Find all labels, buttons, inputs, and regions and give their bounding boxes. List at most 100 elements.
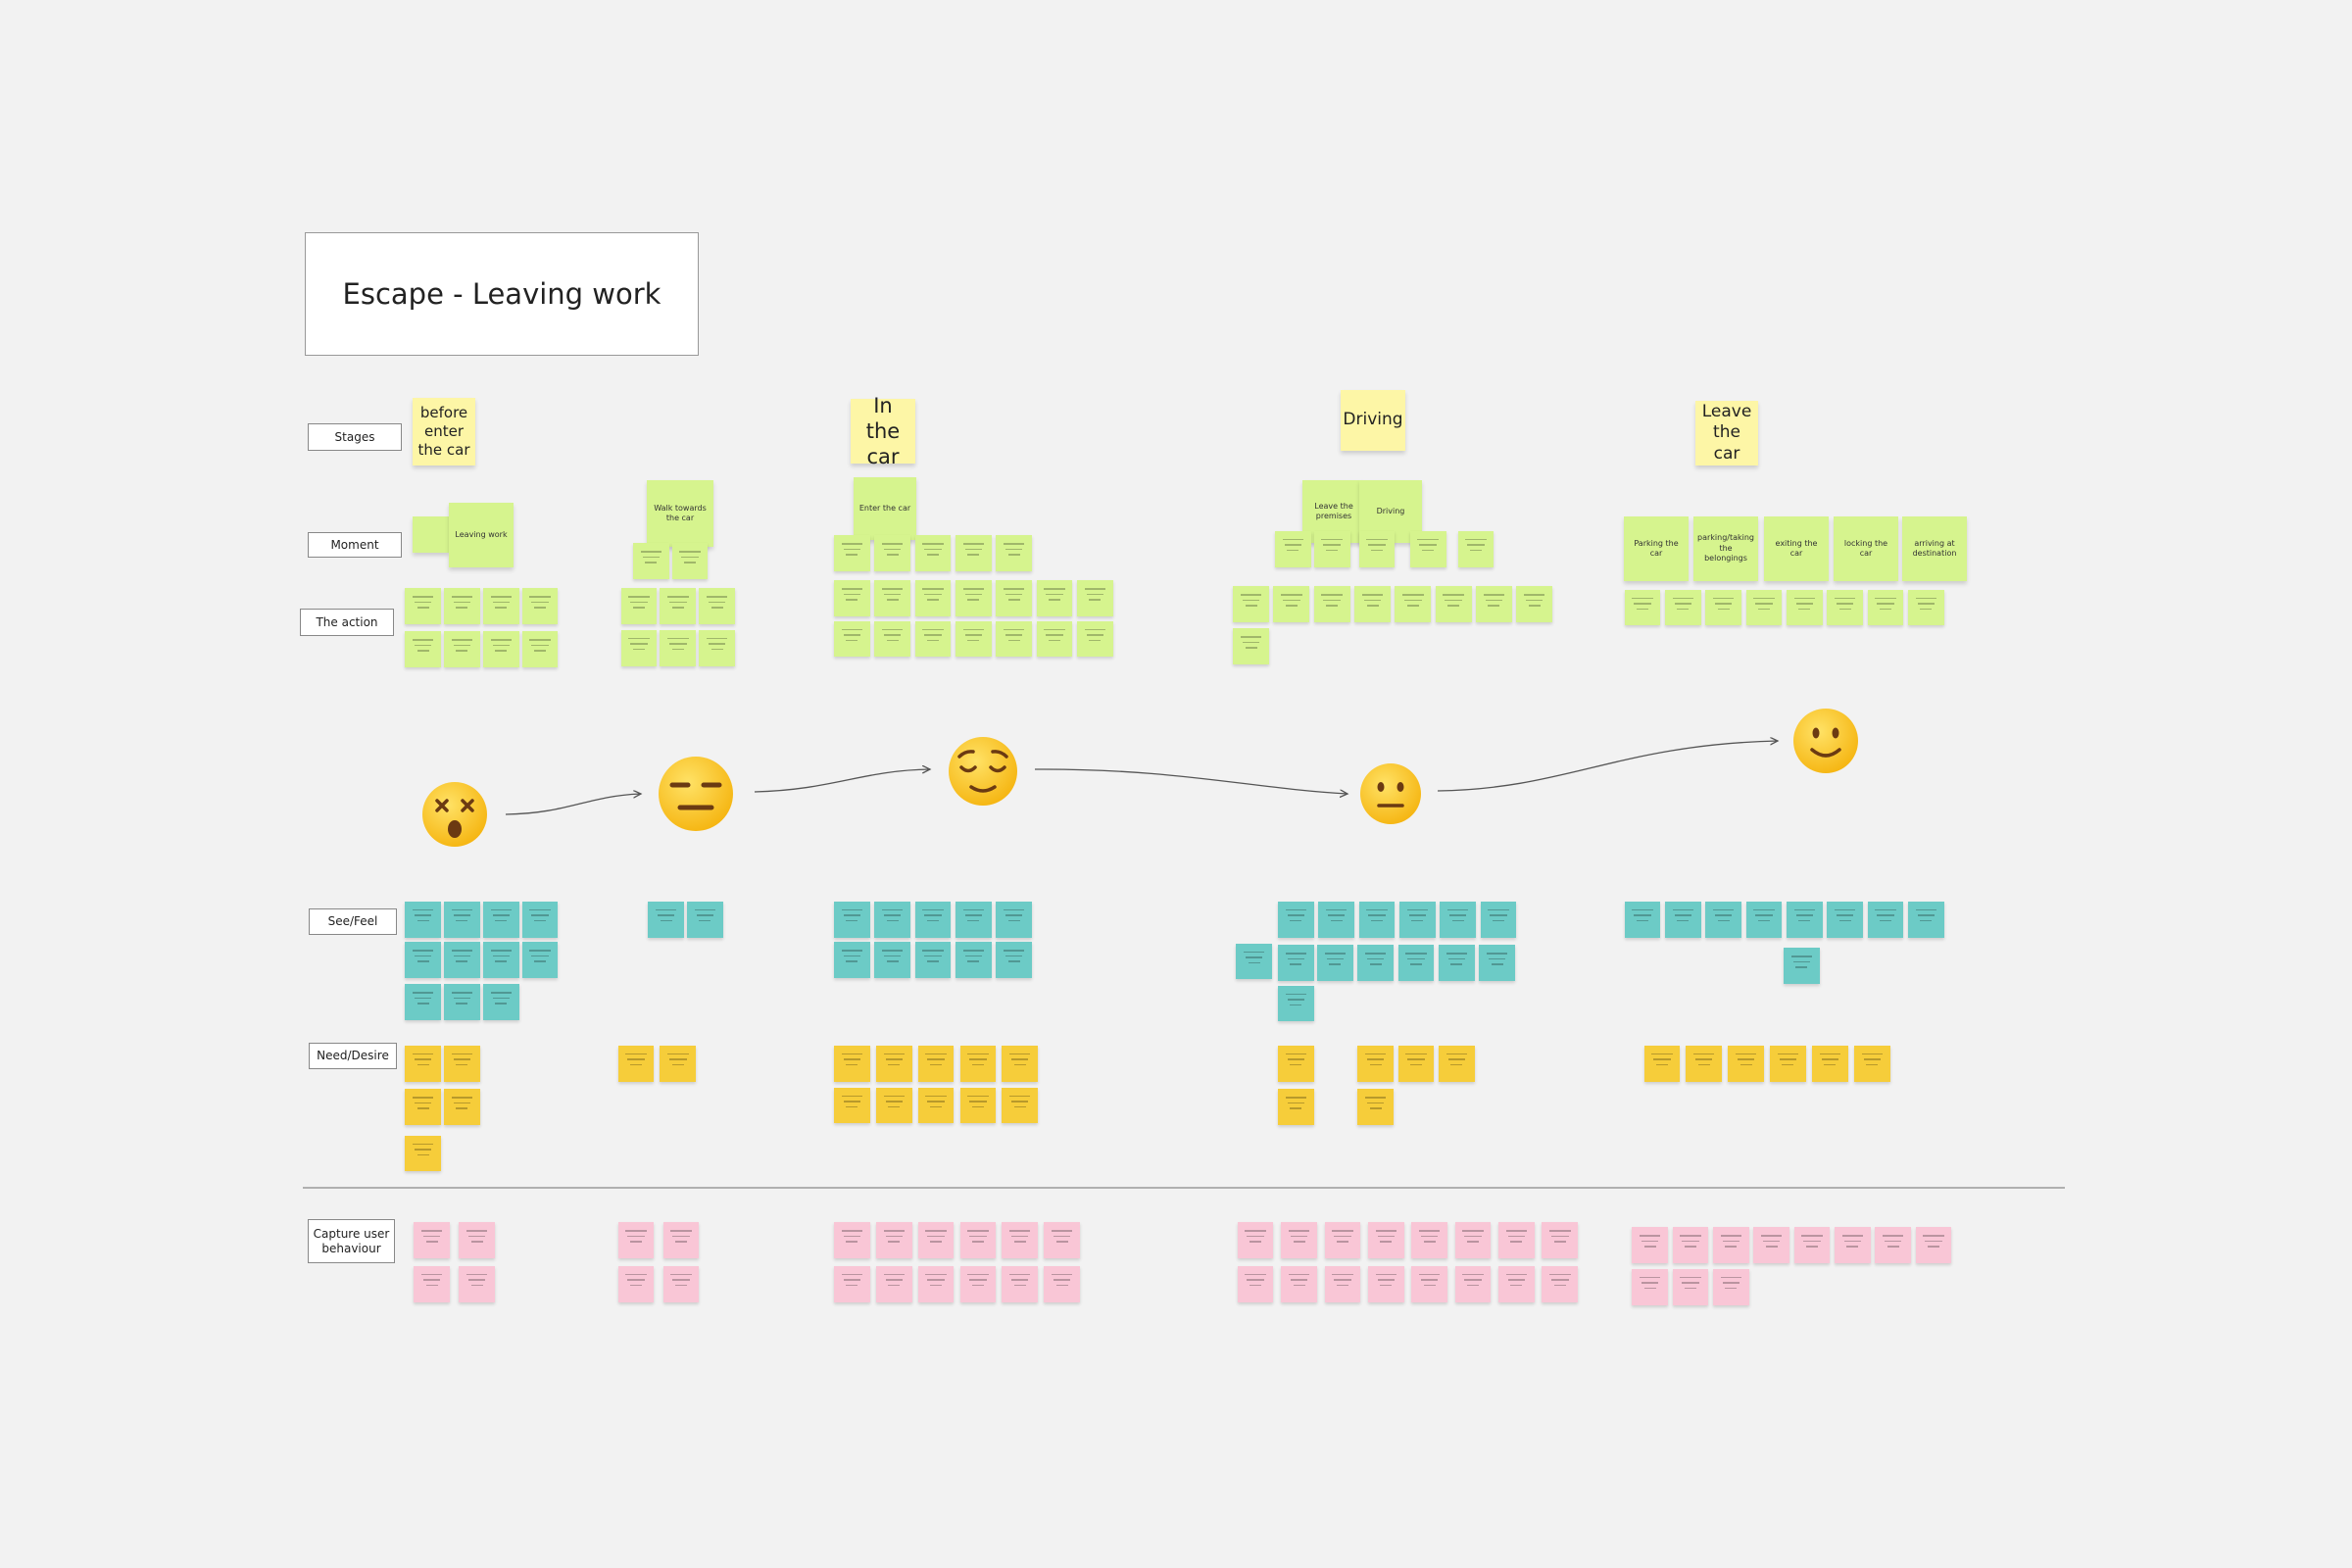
sticky-note xyxy=(1712,1268,1749,1305)
moment-sticky: parking/taking the belongings xyxy=(1693,516,1758,581)
sticky-note xyxy=(521,631,559,668)
sticky-note xyxy=(1237,1265,1274,1302)
sticky-note xyxy=(1411,1265,1448,1302)
sticky-note xyxy=(834,620,870,658)
sticky-note xyxy=(875,1222,912,1259)
sticky-note xyxy=(1643,1045,1681,1082)
sticky-note xyxy=(1827,901,1864,938)
sticky-note xyxy=(1664,901,1701,938)
sticky-note xyxy=(914,580,952,617)
sticky-note xyxy=(660,629,697,666)
connector xyxy=(754,769,930,793)
sticky-note xyxy=(834,1045,870,1082)
sticky-note xyxy=(1233,586,1269,623)
sticky-note xyxy=(414,1222,451,1259)
row-label: Moment xyxy=(308,532,402,558)
sticky-note xyxy=(1316,945,1353,982)
sticky-note xyxy=(1076,620,1113,658)
sticky-note xyxy=(1705,901,1742,938)
sticky-note xyxy=(917,1222,955,1259)
row-label: Need/Desire xyxy=(309,1043,397,1069)
moment-sticky: Walk towards the car xyxy=(647,480,713,547)
sticky-note xyxy=(1354,586,1391,623)
sticky-note xyxy=(1664,589,1701,626)
sticky-note xyxy=(1399,901,1436,938)
sticky-note xyxy=(996,620,1033,658)
sticky-note xyxy=(1237,1222,1274,1259)
sticky-note xyxy=(1233,628,1269,665)
sticky-note xyxy=(1783,948,1820,985)
row-label: See/Feel xyxy=(309,908,397,935)
emoji-neutral xyxy=(1360,763,1421,824)
moment-sticky: arriving at destination xyxy=(1902,516,1967,581)
sticky-note xyxy=(1827,589,1864,626)
sticky-note xyxy=(1275,530,1311,567)
sticky-note xyxy=(1313,530,1350,567)
sticky-note xyxy=(1753,1227,1790,1263)
sticky-note xyxy=(917,1087,955,1124)
sticky-note xyxy=(1867,901,1904,938)
sticky-note xyxy=(834,1265,870,1302)
sticky-note xyxy=(405,588,441,624)
sticky-note xyxy=(1542,1265,1579,1302)
sticky-note xyxy=(1498,1222,1535,1259)
sticky-note xyxy=(956,901,992,938)
sticky-note xyxy=(996,942,1033,978)
sticky-note xyxy=(874,580,911,617)
sticky-note xyxy=(1438,1045,1475,1082)
sticky-note xyxy=(459,1265,496,1302)
sticky-note xyxy=(834,1087,870,1124)
sticky-note xyxy=(875,1265,912,1302)
sticky-note xyxy=(405,942,441,978)
sticky-note xyxy=(1867,589,1904,626)
sticky-note xyxy=(405,1089,441,1125)
emoji-relieved xyxy=(949,737,1017,806)
sticky-note xyxy=(662,1265,700,1302)
sticky-note xyxy=(1811,1045,1848,1082)
sticky-note xyxy=(1786,901,1823,938)
sticky-note xyxy=(405,984,441,1020)
sticky-note xyxy=(914,942,952,978)
sticky-note xyxy=(662,1222,700,1259)
connector xyxy=(1034,768,1348,794)
sticky-note xyxy=(521,588,559,624)
sticky-note xyxy=(956,942,992,978)
sticky-note xyxy=(1036,620,1073,658)
sticky-note xyxy=(1686,1045,1723,1082)
sticky-note xyxy=(660,588,697,624)
sticky-note xyxy=(875,1045,912,1082)
sticky-note xyxy=(1278,985,1314,1022)
sticky-note xyxy=(875,1087,912,1124)
sticky-note xyxy=(1915,1227,1952,1263)
sticky-note xyxy=(1457,530,1494,567)
sticky-note xyxy=(1498,1265,1535,1302)
sticky-note xyxy=(1479,945,1515,982)
sticky-note xyxy=(1397,945,1435,982)
sticky-note xyxy=(1002,1087,1039,1124)
sticky-note xyxy=(1672,1227,1709,1263)
sticky-note xyxy=(1044,1265,1081,1302)
sticky-note xyxy=(632,543,669,579)
sticky-note xyxy=(1367,1222,1404,1259)
sticky-note xyxy=(1036,580,1073,617)
sticky-note xyxy=(617,1265,655,1302)
sticky-note xyxy=(874,901,911,938)
sticky-note xyxy=(444,901,480,938)
sticky-note xyxy=(482,631,519,668)
sticky-note xyxy=(1853,1045,1890,1082)
sticky-note xyxy=(1438,945,1475,982)
sticky-note xyxy=(405,1045,441,1082)
sticky-note xyxy=(959,1222,997,1259)
row-label: Stages xyxy=(308,423,402,451)
sticky-note xyxy=(405,1135,441,1172)
sticky-note xyxy=(620,629,658,666)
sticky-note xyxy=(959,1045,997,1082)
sticky-note xyxy=(834,942,870,978)
sticky-note xyxy=(1002,1222,1039,1259)
sticky-note xyxy=(444,588,480,624)
sticky-note xyxy=(1313,586,1350,623)
sticky-note xyxy=(521,942,559,978)
